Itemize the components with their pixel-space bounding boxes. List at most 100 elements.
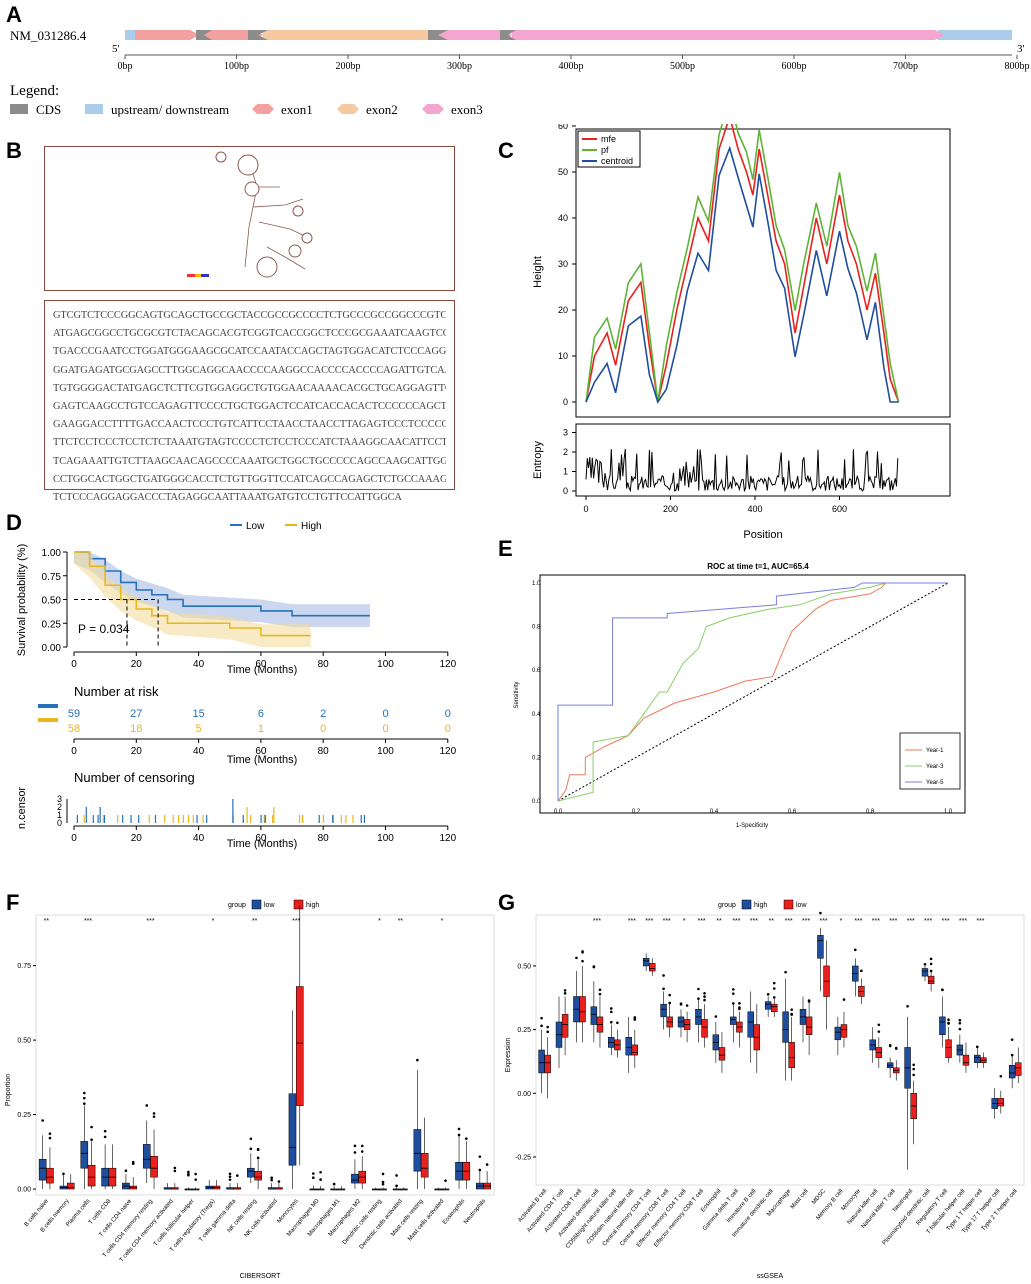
outlier-point xyxy=(772,987,776,990)
legend-swatch xyxy=(252,104,274,114)
category-label: MDSC xyxy=(811,1188,827,1206)
y-tick-label: 0.00 xyxy=(17,1187,31,1194)
box xyxy=(254,1170,262,1181)
significance-label: *** xyxy=(732,918,740,925)
outlier-point xyxy=(999,1074,1003,1078)
roc-curve xyxy=(557,582,948,801)
outlier-point xyxy=(187,1172,190,1176)
axis-tick-label: 300bp xyxy=(447,61,472,72)
y-tick-label: 0 xyxy=(57,818,62,828)
y-tick-label: 0.25 xyxy=(42,619,62,630)
legend-box xyxy=(899,732,961,790)
significance-label: *** xyxy=(663,918,671,925)
legend-label: pf xyxy=(601,145,609,155)
rna-secondary-structure xyxy=(187,151,313,278)
box xyxy=(150,1156,158,1178)
box xyxy=(142,1144,151,1169)
x-tick-label: 0 xyxy=(71,746,77,757)
outlier-point xyxy=(381,1172,385,1176)
box xyxy=(46,1167,54,1184)
outlier-point xyxy=(912,1073,915,1077)
exon1-segment-b xyxy=(200,30,263,40)
y-tick-label: 0.00 xyxy=(517,1091,531,1098)
outlier-point xyxy=(703,998,706,1002)
box xyxy=(974,1054,981,1063)
significance-label: *** xyxy=(941,918,949,925)
significance-label: *** xyxy=(924,918,932,925)
outlier-point xyxy=(929,957,933,961)
legend-label: upstream/ downstream xyxy=(111,102,229,117)
panel-letter-a: A xyxy=(6,2,22,27)
legend-label: centroid xyxy=(601,156,633,166)
box xyxy=(962,1054,970,1066)
x-tick-label: 20 xyxy=(131,746,143,757)
outlier-point xyxy=(145,1104,149,1107)
outlier-point xyxy=(546,1030,549,1034)
y-tick-label: 0.6 xyxy=(532,668,541,674)
expression-axis-label: Expression xyxy=(505,1038,512,1073)
outlier-point xyxy=(784,970,787,974)
significance-label: *** xyxy=(872,918,880,925)
panel-letter-c: C xyxy=(498,138,514,163)
x-tick-label: 0.8 xyxy=(866,809,875,815)
outlier-point xyxy=(772,996,776,999)
category-label: Dendritic cells resting xyxy=(342,1198,383,1246)
axis-tick-label: 400bp xyxy=(559,61,584,72)
axis-tick-label: 200bp xyxy=(336,61,361,72)
significance-label: * xyxy=(441,918,444,925)
box xyxy=(927,975,935,985)
outlier-point xyxy=(82,1091,86,1095)
outlier-point xyxy=(249,1147,253,1151)
rna-loop-bottom xyxy=(256,256,278,278)
x-tick-label: 100 xyxy=(377,659,394,670)
panel-letter-f: F xyxy=(6,890,20,915)
box xyxy=(351,1173,359,1184)
roc-curve xyxy=(557,582,886,802)
significance-label: *** xyxy=(785,918,793,925)
exon3-segment-a xyxy=(438,30,512,40)
x-tick-label: 80 xyxy=(318,659,330,670)
outlier-point xyxy=(609,1020,613,1024)
outlier-point xyxy=(236,1174,239,1177)
exon3-segment-b xyxy=(512,30,945,40)
significance-label: ** xyxy=(398,918,404,925)
exon2-segment xyxy=(263,30,438,40)
outlier-point xyxy=(485,1163,489,1166)
outlier-point xyxy=(48,1136,52,1140)
x-tick-label: 200 xyxy=(663,504,678,514)
outlier-point xyxy=(575,956,578,960)
sequence-line: TGACCCGAATCCTGGATGGGAAGCGCATCCAATACCAGCT… xyxy=(53,346,446,358)
outlier-point xyxy=(478,1155,482,1158)
outlier-point xyxy=(270,1178,273,1182)
box xyxy=(420,1153,429,1178)
outlier-point xyxy=(228,1172,232,1176)
survival-curve xyxy=(74,551,311,637)
y-tick-label: 40 xyxy=(558,213,568,223)
outlier-point xyxy=(581,959,584,963)
outlier-point xyxy=(353,1151,357,1154)
y-tick-label: 1.0 xyxy=(532,581,541,587)
box xyxy=(660,1003,667,1018)
significance-label: *** xyxy=(802,918,810,925)
outlier-point xyxy=(975,1045,979,1049)
axis-tick-label: 800bp xyxy=(1005,61,1030,72)
downstream-region xyxy=(938,30,1012,40)
y-tick-label: 10 xyxy=(558,351,568,361)
box xyxy=(579,996,586,1023)
outlier-point xyxy=(738,1006,741,1009)
box xyxy=(295,986,304,1106)
risk-time-axis-label: Time (Months) xyxy=(227,754,298,766)
box xyxy=(247,1167,255,1178)
box xyxy=(590,1006,598,1025)
three-prime-label: 3' xyxy=(1017,43,1025,55)
panel-letter-d: D xyxy=(6,510,22,535)
x-tick-label: 120 xyxy=(439,659,456,670)
outlier-point xyxy=(790,1012,793,1016)
cds-junction-1 xyxy=(196,30,212,40)
y-tick-label: 0.25 xyxy=(517,1027,531,1034)
risk-low-value: 0 xyxy=(445,708,451,720)
entropy-line xyxy=(585,448,899,493)
height-line-pf xyxy=(585,124,900,403)
category-label: Mast cell xyxy=(790,1188,810,1210)
